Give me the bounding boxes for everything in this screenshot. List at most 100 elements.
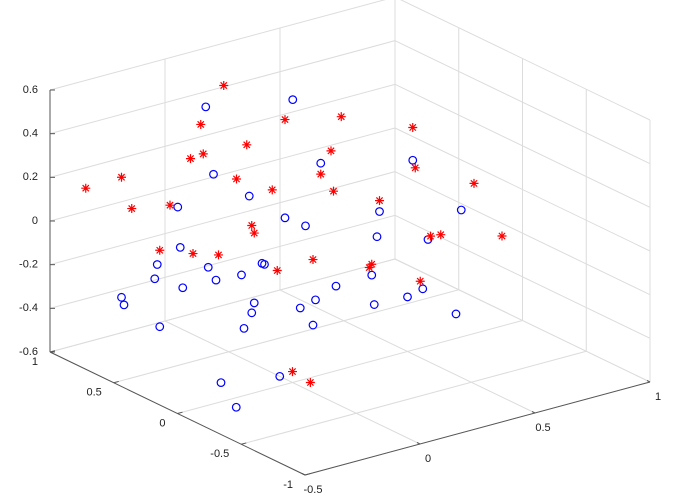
grid-line	[49, 83, 396, 178]
z-tick-label: -0.6	[19, 346, 38, 358]
y-tick-label: 1	[32, 356, 38, 368]
point	[308, 255, 318, 265]
x-axis	[304, 381, 651, 476]
grid-line	[49, 171, 396, 266]
point	[364, 263, 374, 273]
z-tick-label: 0.2	[23, 171, 38, 183]
point	[173, 202, 183, 212]
y-tick-label: -0.5	[210, 448, 229, 460]
grid-line	[49, 214, 396, 309]
point	[150, 274, 160, 284]
point	[316, 158, 326, 168]
grid-line	[49, 0, 386, 91]
point	[267, 185, 277, 195]
point	[155, 245, 165, 255]
point	[369, 300, 379, 309]
point	[188, 249, 198, 259]
point	[451, 309, 461, 319]
point	[280, 115, 290, 125]
point	[232, 174, 241, 184]
point	[326, 146, 336, 156]
point	[436, 230, 446, 240]
point	[155, 322, 165, 332]
point	[288, 95, 298, 105]
point	[247, 308, 257, 318]
point	[329, 186, 338, 196]
point	[152, 260, 162, 269]
point	[186, 154, 195, 164]
point	[418, 284, 428, 294]
point	[81, 183, 91, 193]
x-tick-label: -0.5	[304, 484, 323, 496]
point	[244, 191, 254, 201]
point	[408, 155, 418, 165]
z-tick-label: -0.2	[19, 259, 38, 271]
point	[239, 323, 249, 333]
point	[178, 283, 188, 293]
z-tick-label: -0.4	[19, 302, 38, 314]
point	[219, 81, 229, 90]
point	[249, 298, 259, 308]
point	[127, 204, 137, 214]
grid-line	[177, 320, 523, 414]
grid-line	[49, 127, 396, 222]
point	[272, 266, 282, 276]
point	[257, 258, 267, 268]
point	[117, 172, 126, 182]
point	[336, 112, 346, 122]
tick-mark	[304, 473, 311, 476]
point	[375, 196, 384, 206]
point	[216, 378, 226, 388]
x-tick-label: 1	[655, 391, 661, 403]
point	[165, 200, 175, 210]
point	[196, 119, 206, 129]
tick-mark	[113, 380, 119, 384]
point	[415, 276, 425, 286]
point	[249, 228, 259, 238]
point	[198, 149, 208, 159]
point	[305, 377, 315, 387]
y-tick-label: -1	[283, 479, 293, 491]
point	[231, 402, 241, 412]
point	[331, 281, 341, 291]
point	[410, 163, 420, 173]
point	[237, 270, 246, 280]
point	[372, 232, 382, 242]
point	[295, 303, 305, 313]
y-tick-label: 0.5	[86, 387, 101, 399]
tick-mark	[177, 411, 183, 414]
point	[247, 220, 257, 230]
point	[403, 292, 412, 302]
point	[408, 122, 418, 132]
point	[119, 300, 129, 310]
grid-line	[49, 258, 396, 353]
x-tick-label: 0	[425, 453, 431, 465]
point	[469, 178, 479, 188]
point	[203, 262, 213, 272]
point	[209, 169, 218, 179]
point	[117, 292, 126, 302]
grid-line	[241, 350, 587, 445]
point	[175, 242, 185, 252]
y-tick-label: 0	[159, 417, 165, 429]
z-tick-label: 0.4	[23, 128, 38, 140]
z-tick-label: 0	[32, 215, 38, 227]
z-tick-label: 0.6	[23, 84, 38, 96]
point	[426, 231, 435, 241]
point	[280, 213, 290, 223]
point	[308, 320, 318, 330]
point	[214, 250, 223, 260]
point	[288, 367, 297, 377]
tick-mark	[531, 411, 536, 414]
point	[242, 140, 252, 150]
point	[211, 275, 221, 285]
point	[311, 295, 320, 305]
point	[497, 231, 507, 241]
x-tick-label: 0.5	[535, 422, 550, 434]
grid-line	[113, 289, 459, 384]
point	[201, 102, 211, 112]
point	[375, 207, 384, 216]
tick-mark	[646, 380, 651, 383]
point	[275, 371, 285, 381]
